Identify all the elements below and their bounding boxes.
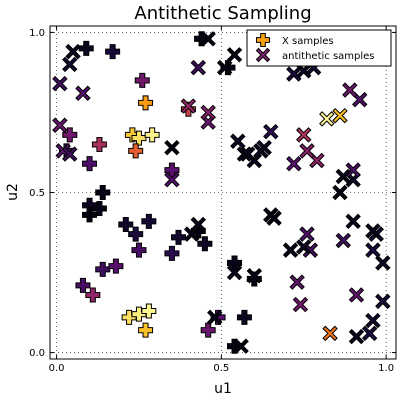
x-sample-point	[134, 72, 150, 88]
antithetic-sample-point	[190, 59, 206, 76]
legend-label-x-samples: X samples	[282, 36, 334, 47]
x-sample-point	[108, 258, 124, 274]
antithetic-sample-point	[263, 123, 279, 140]
antithetic-sample-point	[183, 226, 200, 242]
antithetic-sample-point	[75, 85, 91, 101]
antithetic-sample-point	[286, 155, 302, 172]
antithetic-sample-point	[52, 75, 68, 92]
x-tick-label: 0.5	[213, 363, 229, 374]
antithetic-sample-point	[246, 268, 263, 284]
x-sample-point	[95, 185, 111, 200]
antithetic-sample-point	[296, 239, 312, 255]
antithetic-sample-point	[190, 216, 206, 233]
x-sample-point	[141, 303, 157, 319]
antithetic-sample-point	[200, 31, 216, 47]
antithetic-sample-point	[233, 338, 249, 354]
x-sample-point	[82, 156, 98, 172]
antithetic-sample-point	[365, 223, 381, 239]
chart-title: Antithetic Sampling	[134, 3, 311, 24]
legend: X samples antithetic samples	[246, 29, 392, 67]
antithetic-sample-point	[335, 168, 351, 185]
antithetic-sample-point	[52, 117, 68, 133]
antithetic-sample-point	[230, 133, 246, 149]
antithetic-sample-point	[240, 146, 256, 162]
legend-marker-x-samples	[256, 33, 270, 47]
x-sample-point	[171, 229, 187, 245]
x-sample-point	[85, 287, 101, 303]
y-tick-label: 1.0	[29, 28, 45, 39]
antithetic-sample-point	[286, 66, 302, 82]
antithetic-sample-point	[345, 162, 361, 178]
antithetic-sample-point	[226, 264, 243, 281]
antithetic-sample-point	[180, 98, 197, 114]
x-sample-point	[124, 127, 140, 143]
legend-marker-antithetic-samples	[255, 47, 271, 63]
antithetic-sample-point	[299, 143, 315, 159]
antithetic-sample-point	[216, 59, 233, 76]
antithetic-sample-point	[375, 255, 391, 271]
antithetic-sample-point	[65, 43, 81, 60]
x-sample-point	[144, 127, 160, 143]
x-tick-label: 0.0	[49, 363, 65, 374]
legend-label-antithetic-samples: antithetic samples	[282, 51, 375, 62]
antithetic-sample-point	[319, 111, 335, 127]
legend-x-marker	[255, 47, 271, 63]
x-sample-point	[105, 44, 121, 60]
antithetic-sample-point	[296, 127, 312, 143]
x-tick-label: 1.0	[378, 363, 394, 374]
antithetic-sample-point	[282, 242, 299, 258]
antithetic-sample-point	[335, 232, 351, 249]
antithetic-sample-point	[164, 171, 180, 188]
y-axis-label: u2	[5, 183, 21, 201]
antithetic-sample-point	[207, 309, 223, 326]
y-tick-label: 0.5	[29, 188, 45, 199]
antithetic-sample-point	[345, 213, 361, 230]
x-sample-point	[128, 226, 144, 242]
legend-box	[246, 29, 392, 67]
x-sample-point	[91, 136, 107, 152]
x-sample-point	[62, 127, 78, 143]
antithetic-sample-point	[292, 296, 309, 313]
antithetic-sample-point	[361, 325, 378, 342]
y-tick-label: 0.0	[29, 348, 45, 359]
x-sample-point	[138, 322, 154, 338]
antithetic-sample-point	[348, 328, 365, 345]
antithetic-sample-point	[164, 139, 180, 156]
antithetic-sample-point	[299, 226, 315, 242]
antithetic-sample-point	[375, 293, 391, 310]
x-sample-point	[164, 245, 180, 261]
x-sample-point	[200, 322, 216, 338]
x-sample-point	[128, 143, 144, 159]
x-sample-point	[197, 236, 213, 252]
antithetic-sample-point	[348, 287, 365, 303]
x-axis-label: u1	[214, 381, 232, 397]
antithetic-sample-point	[342, 82, 358, 98]
x-sample-point	[82, 207, 98, 223]
antithetic-sample-point	[200, 104, 216, 121]
antithetic-sample-point	[365, 242, 381, 258]
antithetic-sample-point	[62, 56, 78, 73]
antithetic-sample-point	[365, 312, 381, 329]
x-sample-point	[131, 130, 147, 146]
x-sample-point	[236, 309, 252, 325]
legend-cross-marker	[256, 33, 270, 47]
antithetic-sample-point	[226, 47, 243, 63]
x-sample-point	[138, 95, 154, 111]
antithetic-sample-point	[322, 325, 338, 342]
x-sample-point	[141, 213, 157, 229]
antithetic-sample-point	[62, 146, 78, 162]
antithetic-sample-point	[253, 143, 269, 159]
x-sample-point	[95, 261, 111, 277]
antithetic-sample-point	[289, 274, 305, 290]
antithetic-sample-point	[332, 107, 348, 124]
axis-ticks	[50, 26, 396, 359]
antithetic-sample-point	[332, 184, 348, 201]
tick-labels: 0.0 0.5 1.0 0.0 0.5 1.0	[29, 28, 394, 374]
x-sample-point	[131, 242, 147, 258]
antithetic-sample-point	[266, 210, 282, 226]
x-sample-point	[91, 201, 107, 217]
